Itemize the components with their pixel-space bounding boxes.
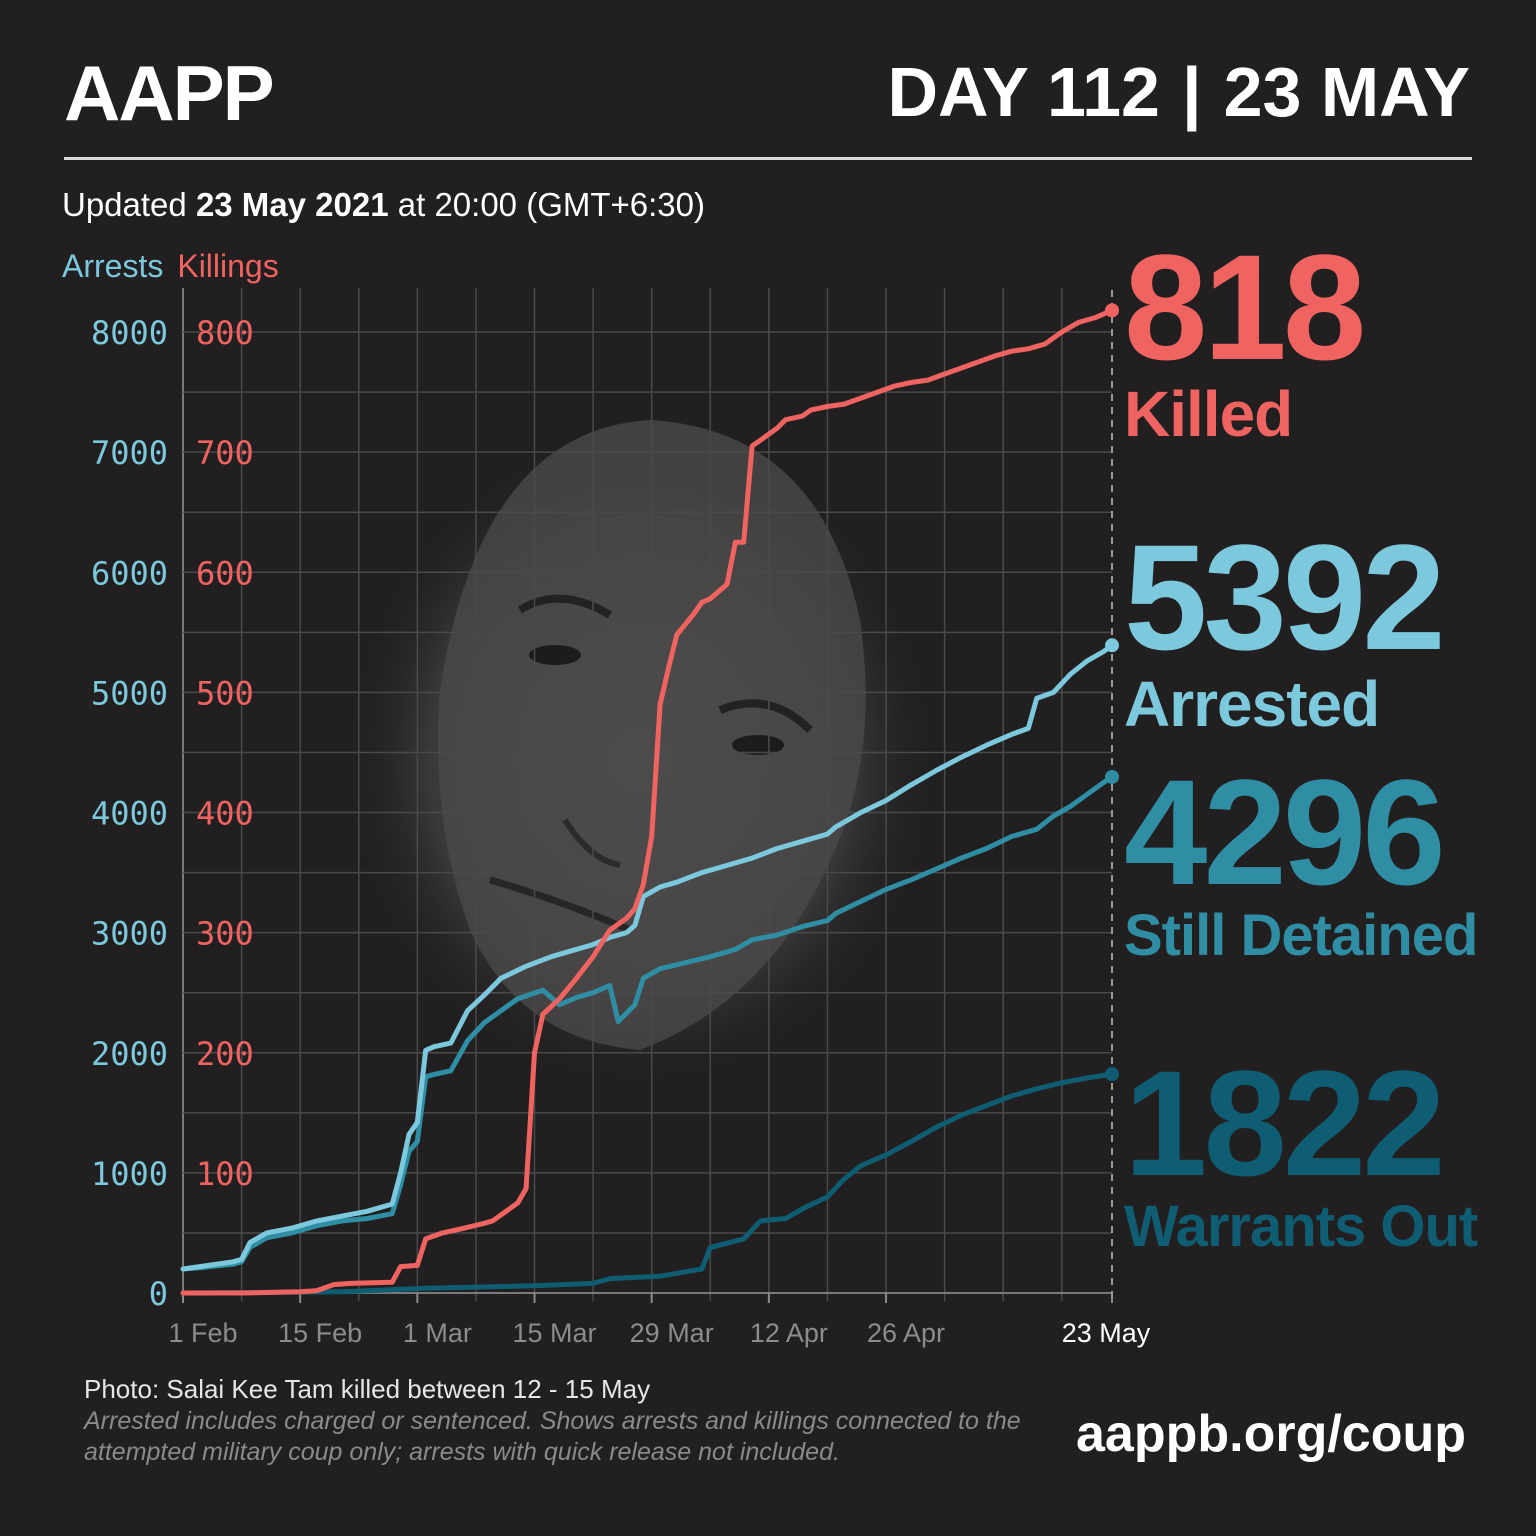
- date-label: 23 MAY: [1223, 53, 1470, 131]
- y-tick-killings: 700: [196, 434, 254, 472]
- y-tick-killings: 400: [196, 795, 254, 833]
- chart-legend: Arrests Killings: [62, 248, 279, 285]
- methodology-note: Arrested includes charged or sentenced. …: [84, 1407, 1021, 1466]
- series-line-killings: [180, 307, 1115, 1296]
- series-endpoint-warrants-out: [1105, 1067, 1119, 1082]
- x-tick-label: 1 Feb: [168, 1318, 237, 1348]
- site-link[interactable]: aappb.org/coup: [1076, 1405, 1466, 1463]
- portrait-photo: [340, 420, 940, 1090]
- detained-count: 4296: [1124, 748, 1446, 916]
- y-tick-killings: 200: [196, 1035, 254, 1073]
- updated-line: Updated 23 May 2021 at 20:00 (GMT+6:30): [62, 186, 705, 224]
- y-tick-killings: 800: [196, 314, 254, 352]
- warrants-label: Warrants Out: [1124, 1194, 1478, 1259]
- series-line-warrants-out: [180, 1071, 1115, 1296]
- x-tick-label: 23 May: [1062, 1318, 1151, 1348]
- photo-credit: Photo: Salai Kee Tam killed between 12 -…: [84, 1374, 651, 1404]
- y-tick-arrests: 0: [149, 1275, 168, 1313]
- y-tick-arrests: 1000: [91, 1155, 168, 1193]
- x-tick-label: 12 Apr: [750, 1318, 828, 1348]
- series-endpoint-arrested: [1105, 638, 1119, 653]
- stat-detained: 4296 Still Detained: [1124, 748, 1478, 968]
- warrants-count: 1822: [1124, 1039, 1446, 1207]
- y-tick-arrests: 6000: [91, 554, 168, 592]
- legend-arrests: Arrests: [62, 248, 164, 284]
- legend-killings: Killings: [177, 248, 279, 284]
- updated-prefix: Updated: [62, 186, 187, 223]
- day-label: DAY 112: [887, 53, 1160, 131]
- y-tick-killings: 300: [196, 915, 254, 953]
- y-tick-killings: 500: [196, 674, 254, 712]
- detained-label: Still Detained: [1124, 903, 1478, 968]
- y-tick-arrests: 7000: [91, 434, 168, 472]
- day-separator: |: [1181, 53, 1202, 131]
- series-line-still-detained: [180, 774, 1115, 1272]
- updated-suffix: at 20:00 (GMT+6:30): [397, 186, 705, 223]
- killed-count: 818: [1124, 223, 1366, 391]
- series-line-arrested: [180, 642, 1115, 1272]
- chart-series: [180, 303, 1119, 1296]
- arrested-label: Arrested: [1124, 668, 1380, 740]
- x-tick-label: 15 Mar: [512, 1318, 596, 1348]
- y-tick-arrests: 3000: [91, 915, 168, 953]
- brand-logo: AAPP: [64, 49, 275, 137]
- y-tick-arrests: 2000: [91, 1035, 168, 1073]
- x-axis-ticks: 1 Feb 15 Feb 1 Mar 15 Mar 29 Mar 12 Apr 26 Apr…: [168, 1293, 1151, 1348]
- stat-warrants: 1822 Warrants Out: [1124, 1039, 1478, 1259]
- y-tick-killings: 100: [196, 1155, 254, 1193]
- updated-date: 23 May 2021: [195, 186, 389, 223]
- y-tick-arrests: 8000: [91, 314, 168, 352]
- y-axis-ticks: 0 1000 2000 3000 4000 5000 6000 7000 8000 100 200 3…: [91, 314, 254, 1313]
- header-divider: [64, 157, 1472, 160]
- x-tick-label: 15 Feb: [278, 1318, 362, 1348]
- stat-arrested: 5392 Arrested: [1124, 513, 1446, 740]
- stat-killed: 818 Killed: [1124, 223, 1366, 450]
- y-tick-arrests: 5000: [91, 674, 168, 712]
- y-tick-arrests: 4000: [91, 795, 168, 833]
- x-tick-label: 29 Mar: [630, 1318, 714, 1348]
- series-endpoint-killings: [1105, 303, 1119, 318]
- y-tick-killings: 600: [196, 554, 254, 592]
- x-tick-label: 26 Apr: [867, 1318, 945, 1348]
- series-endpoint-still-detained: [1105, 769, 1119, 784]
- x-tick-label: 1 Mar: [403, 1318, 472, 1348]
- killed-label: Killed: [1124, 378, 1293, 450]
- day-counter: DAY 112 | 23 MAY: [887, 52, 1470, 132]
- arrested-count: 5392: [1124, 513, 1446, 681]
